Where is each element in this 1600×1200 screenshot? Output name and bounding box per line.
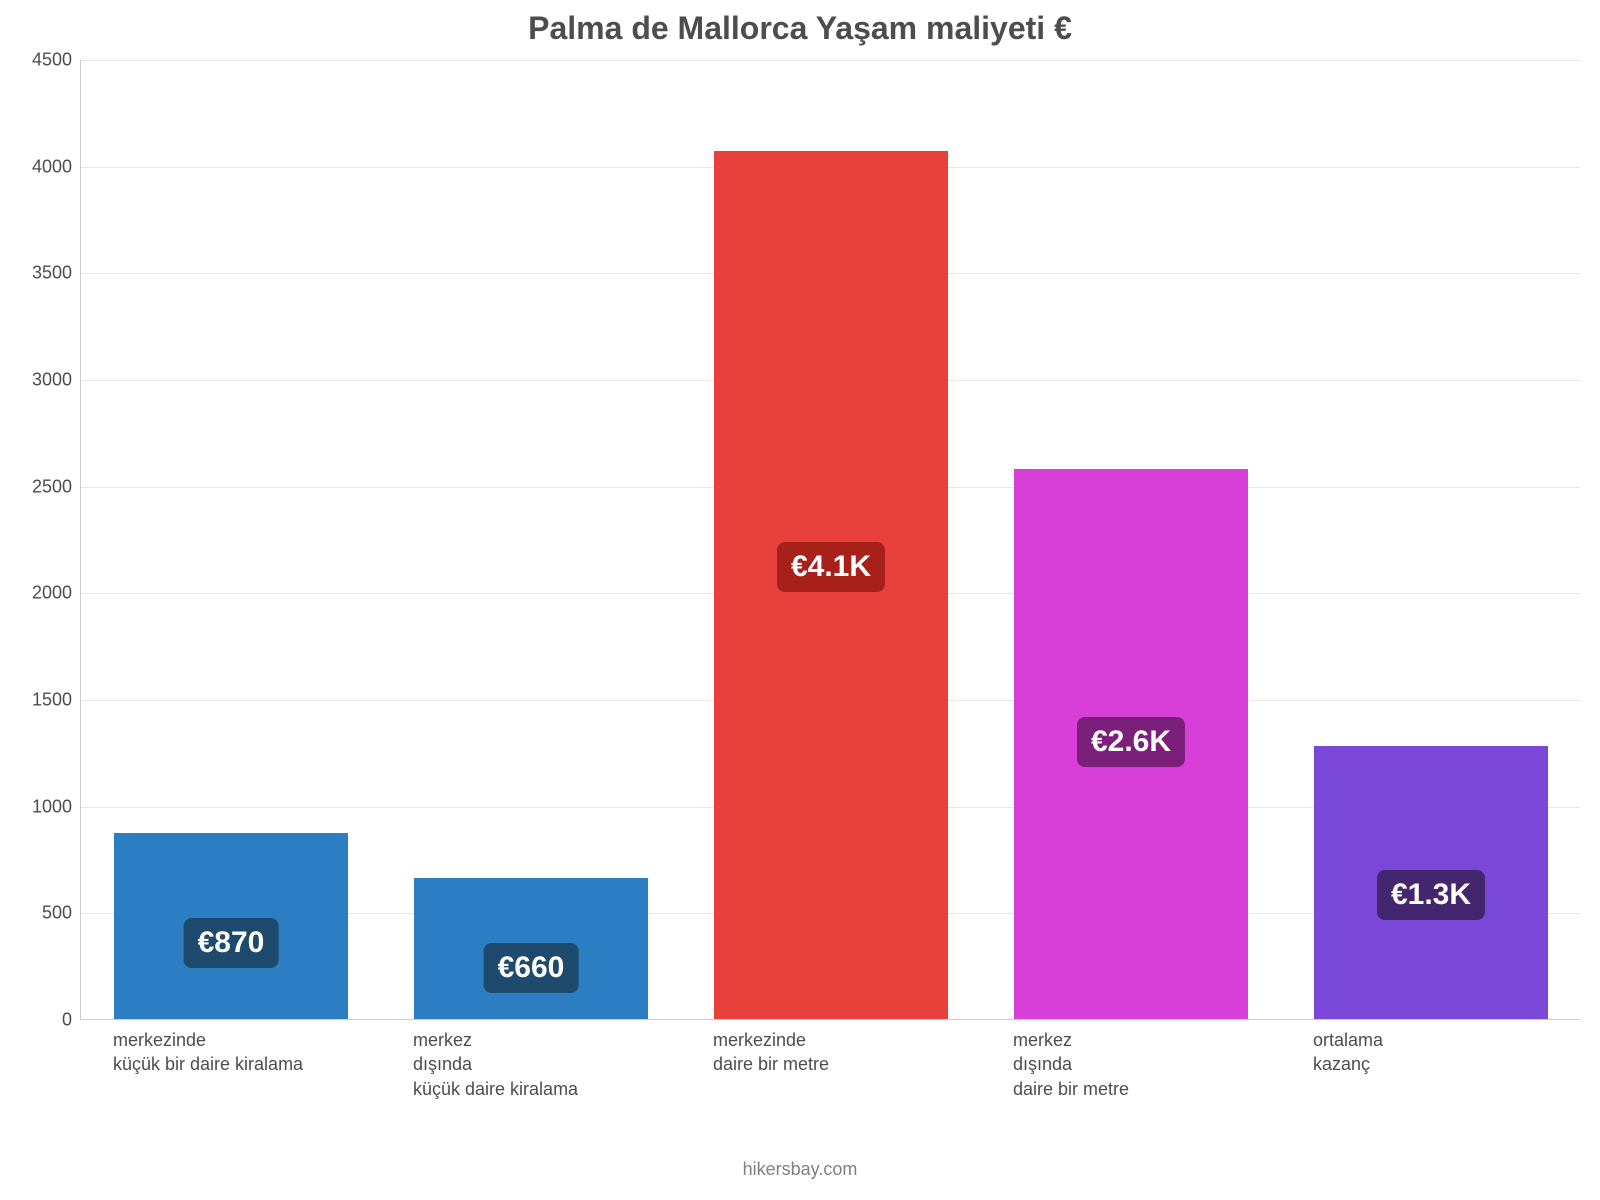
y-tick-label: 4500 (32, 50, 72, 71)
y-tick-label: 500 (42, 903, 72, 924)
value-badge: €660 (484, 943, 579, 993)
grid-line (81, 60, 1580, 61)
x-tick-label: merkezinde daire bir metre (713, 1028, 829, 1077)
cost-of-living-chart: Palma de Mallorca Yaşam maliyeti € €870€… (0, 0, 1600, 1200)
x-tick-label: ortalama kazanç (1313, 1028, 1383, 1077)
plot-area: €870 €660 €4.1K €2.6K €1.3K (80, 60, 1580, 1020)
y-tick-label: 2500 (32, 476, 72, 497)
y-tick-label: 2000 (32, 583, 72, 604)
chart-title: Palma de Mallorca Yaşam maliyeti € (0, 10, 1600, 47)
value-badge: €1.3K (1377, 870, 1485, 920)
y-tick-label: 1000 (32, 796, 72, 817)
value-badge: €870 (184, 918, 279, 968)
y-tick-label: 4000 (32, 156, 72, 177)
y-tick-label: 3000 (32, 370, 72, 391)
y-tick-label: 3500 (32, 263, 72, 284)
chart-footer: hikersbay.com (0, 1159, 1600, 1180)
x-tick-label: merkez dışında daire bir metre (1013, 1028, 1129, 1101)
y-tick-label: 1500 (32, 690, 72, 711)
y-tick-label: 0 (62, 1010, 72, 1031)
value-badge: €2.6K (1077, 717, 1185, 767)
value-badge: €4.1K (777, 542, 885, 592)
x-tick-label: merkez dışında küçük daire kiralama (413, 1028, 578, 1101)
x-tick-label: merkezinde küçük bir daire kiralama (113, 1028, 303, 1077)
